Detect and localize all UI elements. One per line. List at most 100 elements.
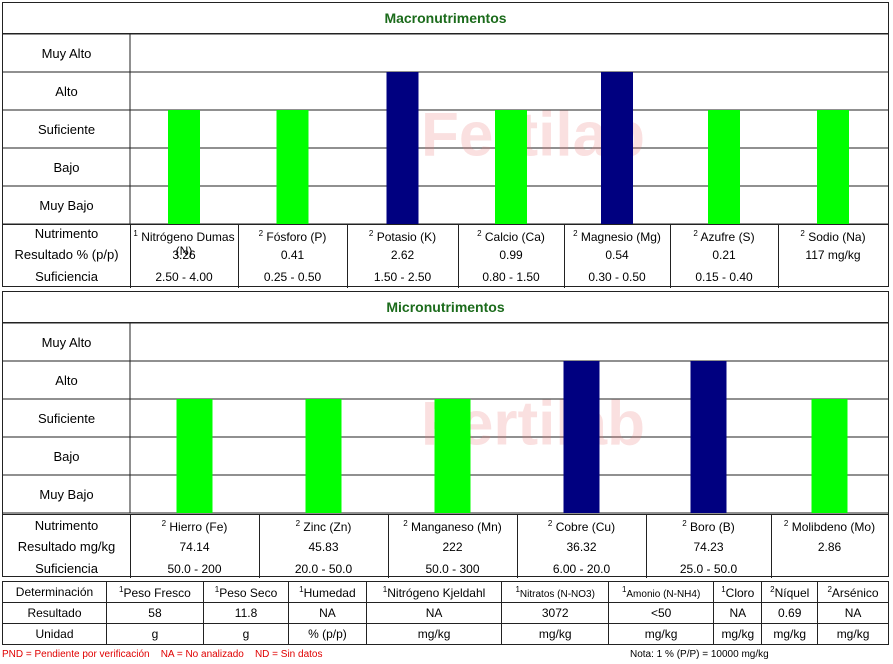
nutrient-result: 0.99 [499,248,523,262]
row-label-nutriente: Nutrimento [34,518,99,533]
bar-calcio-ca- [495,110,527,224]
nutrient-name: 1 Nitrógeno Dumas (N) [130,227,238,258]
footer-pnd: PND = Pendiente por verificación [2,649,150,660]
bar-nitr-geno-dumas-n- [168,110,200,224]
footnote-marker: 2 [682,519,687,528]
determination-header-text: Nitrógeno Kjeldahl [387,585,486,600]
determination-header: 2Arsénico [817,581,889,603]
footnote-marker: 1 [133,229,138,238]
determination-result: NA [288,602,367,624]
nutrient-name: 2 Sodio (Na) [778,227,888,244]
determination-result: <50 [608,602,715,624]
row-label-nutriente: Nutrimento [34,226,99,241]
determination-unit: g [202,623,290,645]
footnote-marker: 2 [693,229,698,238]
level-label: Muy Alto [42,335,92,350]
bar-azufre-s- [708,110,740,224]
col-sep [771,515,772,578]
micro-title: Micronutrimentos [3,292,888,323]
footer-nd: ND = Sin datos [254,649,323,660]
col-sep [259,515,260,578]
bar-boro-b- [690,361,727,513]
footnote-marker: 2 [161,519,167,528]
nutrient-name-text: Manganeso (Mn) [407,520,502,534]
col-sep [778,225,779,288]
col-sep [130,225,131,288]
determination-result: 0.69 [761,602,819,624]
nutrient-range: 0.80 - 1.50 [482,270,540,284]
row-label-suficiencia: Suficiencia [35,561,98,576]
nutrient-result: 3.26 [172,248,196,262]
row-label-resultado: Resultado % (p/p) [14,247,119,262]
nutrient-name-text: Calcio (Ca) [481,230,545,244]
macronutrients-panel: Macronutrimentos Muy Alto Alto Suficiente B… [2,2,889,288]
footer-legend: PND = Pendiente por verificación NA = No… [2,649,323,660]
nutrient-name-text: Magnesio (Mg) [577,230,661,244]
determination-unit: mg/kg [761,623,819,645]
determination-header-text: Humedad [303,585,356,600]
nutrient-name-text: Hierro (Fe) [166,520,228,534]
nutrient-range: 20.0 - 50.0 [294,562,353,576]
row-label-resultado: Resultado mg/kg [17,539,116,554]
determination-unit: mg/kg [817,623,889,645]
determination-unit: mg/kg [365,623,503,645]
row-label-resultado: Resultado [2,602,107,624]
determinations-unit-row: Unidad g g% (p/p) mg/kg mg/kg mg/kg mg/kg mg/kg… [2,623,889,645]
col-sep [458,225,459,288]
level-label: Alto [55,84,77,99]
level-label: Muy Alto [42,46,92,61]
footnote-marker: 2 [295,519,301,528]
nutrient-result: 0.54 [605,248,629,262]
micronutrients-panel: Micronutrimentos Muy Alto Alto Suficiente B… [2,291,889,578]
bar-magnesio-mg- [601,72,633,224]
col-sep [130,515,131,578]
determinations-table: Determinación 1Peso Fresco 1Peso Seco 1Hume… [2,581,889,645]
determination-header: 1Nitrógeno Kjeldahl [365,581,503,603]
footnote-marker: 2 [477,229,482,238]
determination-header-text: Peso Fresco [123,585,191,600]
determination-unit: % (p/p) [288,623,367,645]
nutrient-result: 0.41 [280,248,305,262]
nutrient-name-text: Nitrógeno Dumas (N) [137,230,235,258]
nutrient-name-text: Sodio (Na) [804,230,866,244]
micro-table: Nutrimento Resultado mg/kg Suficiencia 2 Hi… [3,514,888,578]
nutrient-range: 6.00 - 20.0 [552,562,611,576]
level-label: Muy Bajo [39,198,93,213]
nutrient-name: 2 Azufre (S) [670,227,778,244]
footnote-marker: 1 [299,584,304,594]
determination-header: 1Peso Fresco [105,581,204,603]
row-label-suficiencia: Suficiencia [35,269,98,284]
determination-header: Determinación [2,581,107,603]
determination-unit: mg/kg [713,623,763,645]
determination-result: 58 [105,602,204,624]
bar-hierro-fe- [176,399,213,513]
nutrient-name: 2 Zinc (Zn) [259,517,388,534]
footnote-marker: 1 [119,584,124,594]
col-sep [347,225,348,288]
footer-na: NA = No analizado [160,649,244,660]
nutrient-name-text: Boro (B) [686,520,735,534]
nutrient-name-text: Potasio (K) [373,230,437,244]
footnote-marker: 2 [258,229,264,238]
nutrient-name: 2 Boro (B) [646,517,771,534]
nutrient-name-text: Zinc (Zn) [300,520,352,534]
determination-result: NA [817,602,889,624]
nutrient-result: 36.32 [566,540,597,554]
col-sep [564,225,565,288]
col-sep [238,225,239,288]
determination-result: 3072 [501,602,610,624]
determination-header-text: Níquel [774,585,810,600]
nutrient-range: 50.0 - 200 [167,562,222,576]
nutrient-name-text: Azufre (S) [697,230,755,244]
nutrient-name-text: Cobre (Cu) [552,520,616,534]
determination-header-text: Peso Seco [219,585,278,600]
nutrient-result: 117 mg/kg [805,248,861,262]
determination-header: 1Peso Seco [202,581,290,603]
determination-header-text: Arsénico [831,585,879,600]
nutrient-result: 2.62 [390,248,415,262]
nutrient-result: 222 [442,540,463,554]
nutrient-range: 0.25 - 0.50 [263,270,322,284]
level-label: Bajo [53,449,79,464]
level-label: Bajo [53,160,79,175]
